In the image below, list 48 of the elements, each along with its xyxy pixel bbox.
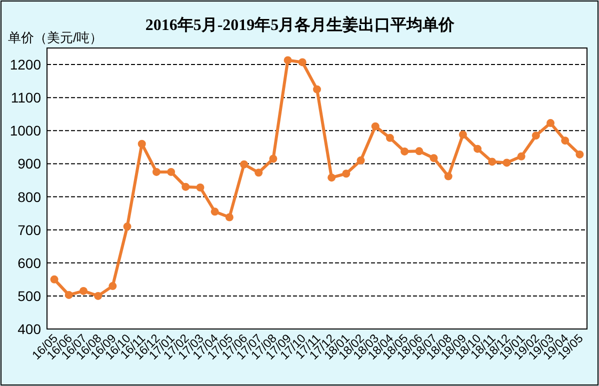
point — [64, 290, 73, 299]
point — [400, 147, 409, 156]
point — [94, 292, 102, 300]
point — [79, 286, 88, 295]
y-tick-label: 1200 — [10, 56, 42, 73]
point — [532, 132, 540, 140]
point — [517, 152, 526, 160]
point — [313, 85, 321, 94]
point — [167, 168, 176, 176]
point — [328, 174, 336, 182]
point — [254, 168, 263, 177]
point — [123, 222, 132, 231]
point — [196, 184, 204, 192]
point — [415, 147, 424, 156]
point — [561, 136, 570, 145]
y-tick-label: 1100 — [10, 90, 42, 106]
point — [225, 213, 234, 222]
point — [546, 119, 555, 128]
y-tick-label: 1000 — [10, 122, 42, 139]
point — [298, 58, 306, 66]
chart-title: 2016年5月-2019年5月各月生姜出口平均单价 — [145, 15, 456, 34]
point — [444, 172, 452, 180]
y-tick-label: 500 — [18, 288, 42, 304]
point — [371, 122, 380, 130]
y-tick-label: 600 — [18, 254, 42, 271]
point — [502, 158, 511, 167]
y-tick-label: 700 — [18, 222, 42, 238]
point — [342, 170, 350, 178]
y-axis-title: 单价（美元/吨） — [8, 30, 103, 45]
point — [50, 275, 58, 284]
point — [386, 134, 394, 142]
point — [240, 160, 248, 168]
point — [138, 140, 146, 148]
point — [488, 158, 496, 166]
point — [474, 144, 482, 153]
point — [269, 154, 278, 163]
point — [152, 168, 160, 176]
point — [458, 130, 467, 139]
point — [430, 154, 438, 162]
point — [356, 156, 365, 164]
y-tick-label: 800 — [18, 188, 42, 205]
y-tick-label: 900 — [18, 156, 42, 172]
point — [284, 56, 292, 64]
point — [108, 282, 117, 290]
y-tick-label: 400 — [18, 321, 42, 337]
point — [576, 150, 584, 158]
point — [210, 208, 219, 216]
point — [182, 182, 190, 191]
